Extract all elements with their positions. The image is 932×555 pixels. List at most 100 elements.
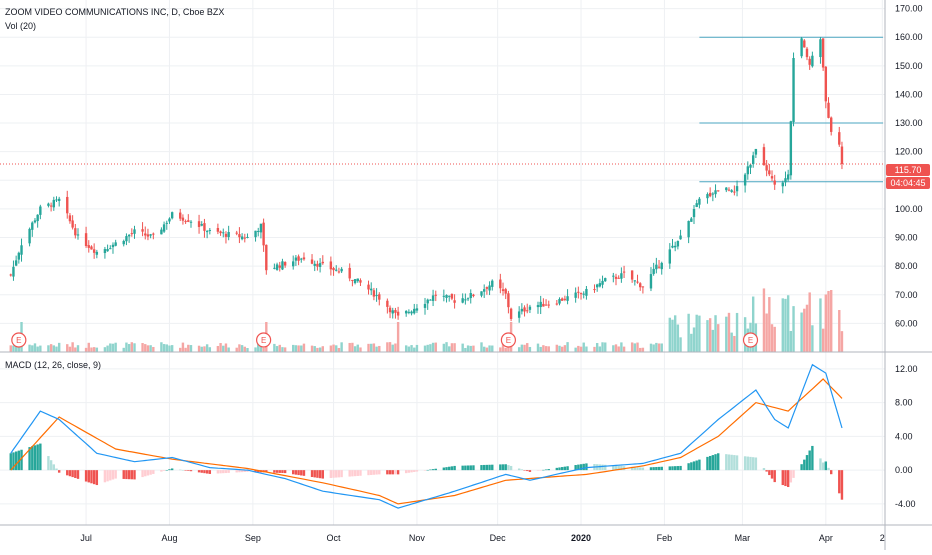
price-tick-label: 80.00 — [895, 261, 918, 271]
candle-body — [370, 288, 373, 291]
macd-histogram-bar — [800, 464, 803, 471]
volume-bar — [351, 342, 354, 352]
time-tick-label: Sep — [245, 533, 261, 543]
volume-bar — [528, 346, 532, 352]
volume-bar — [238, 344, 241, 352]
candle-body — [254, 230, 257, 238]
volume-bar — [655, 342, 658, 352]
volume-bar — [205, 344, 209, 352]
macd-histogram-bar — [283, 470, 287, 474]
macd-histogram-bar — [633, 467, 637, 471]
volume-bar — [743, 317, 747, 352]
candle-body — [187, 220, 190, 222]
macd-histogram-bar — [690, 462, 693, 471]
macd-histogram-bar — [337, 470, 341, 478]
candle-body — [200, 224, 203, 226]
macd-histogram-bar — [706, 456, 709, 471]
macd-histogram-bar — [746, 456, 750, 471]
candle-body — [90, 246, 93, 250]
candle-body — [461, 298, 464, 303]
macd-histogram-bar — [730, 454, 733, 471]
candle-body — [160, 229, 163, 235]
candle-body — [68, 215, 72, 222]
candle-body — [208, 229, 212, 231]
macd-histogram-bar — [676, 466, 680, 471]
volume-bar — [278, 344, 281, 352]
volume-bar — [240, 345, 244, 352]
candle-body — [71, 220, 74, 228]
volume-bar — [633, 343, 637, 352]
candle-body — [162, 224, 166, 232]
candle-body — [203, 223, 206, 231]
candle-body — [544, 304, 548, 306]
macd-histogram-bar — [655, 467, 658, 471]
macd-histogram-bar — [448, 466, 451, 471]
candle-body — [28, 228, 31, 244]
macd-histogram-bar — [394, 470, 397, 475]
volume-bar — [407, 346, 411, 352]
candle-body — [329, 261, 333, 270]
volume-bar — [805, 304, 809, 352]
macd-histogram-bar — [47, 456, 50, 471]
candle-body — [714, 190, 717, 195]
candle-body — [507, 293, 510, 308]
volume-bar — [57, 342, 61, 352]
volume-bar — [370, 343, 373, 352]
macd-histogram-bar — [660, 466, 663, 471]
volume-bar — [294, 345, 298, 352]
candle-body — [639, 283, 642, 288]
candle-body — [706, 194, 709, 199]
volume-bar — [9, 345, 12, 352]
volume-bar — [359, 347, 362, 352]
candle-body — [292, 261, 295, 267]
volume-bar — [434, 342, 437, 352]
candle-body — [55, 199, 58, 201]
candle-body — [466, 298, 470, 300]
macd-histogram-bar — [12, 452, 15, 471]
macd-histogram-bar — [318, 470, 322, 479]
candle-body — [144, 233, 147, 236]
volume-bar — [391, 344, 394, 352]
macd-histogram-bar — [294, 470, 298, 475]
candle-body — [695, 203, 698, 207]
candle-body — [520, 308, 524, 312]
macd-histogram-bar — [725, 454, 728, 471]
earnings-marker-label: E — [261, 336, 266, 345]
volume-bar — [620, 342, 623, 352]
candle-body — [614, 276, 618, 279]
candle-body — [321, 261, 324, 264]
macd-histogram-bar — [353, 470, 357, 477]
macd-histogram-bar — [579, 464, 583, 471]
candle-body — [504, 289, 507, 294]
macd-histogram-bar — [714, 454, 717, 471]
volume-bar — [499, 347, 502, 352]
macd-histogram-bar — [453, 465, 456, 471]
macd-lines — [10, 363, 843, 509]
candle-body — [391, 310, 394, 314]
volume-bar — [733, 335, 736, 352]
volume-bar — [472, 345, 475, 352]
candle-body — [184, 221, 187, 223]
candle-body — [340, 268, 343, 272]
candle-body — [781, 182, 784, 187]
macd-histogram-bar — [472, 465, 475, 471]
volume-bar — [348, 342, 351, 352]
macd-histogram-bar — [316, 470, 319, 478]
volume-bar — [687, 313, 690, 352]
macd-histogram-bar — [695, 460, 698, 471]
volume-bar — [668, 317, 672, 352]
volume-bar — [243, 346, 246, 352]
volume-bar — [727, 312, 731, 352]
volume-bar — [146, 345, 150, 352]
volume-bar — [184, 347, 187, 352]
macd-histogram-bar — [109, 470, 112, 481]
macd-histogram-bar — [404, 470, 408, 474]
volume-bar — [92, 347, 96, 352]
time-tick-label: Mar — [735, 533, 751, 543]
volume-bar — [639, 347, 642, 352]
macd-signal-line — [10, 378, 843, 505]
candle-body — [302, 257, 306, 260]
